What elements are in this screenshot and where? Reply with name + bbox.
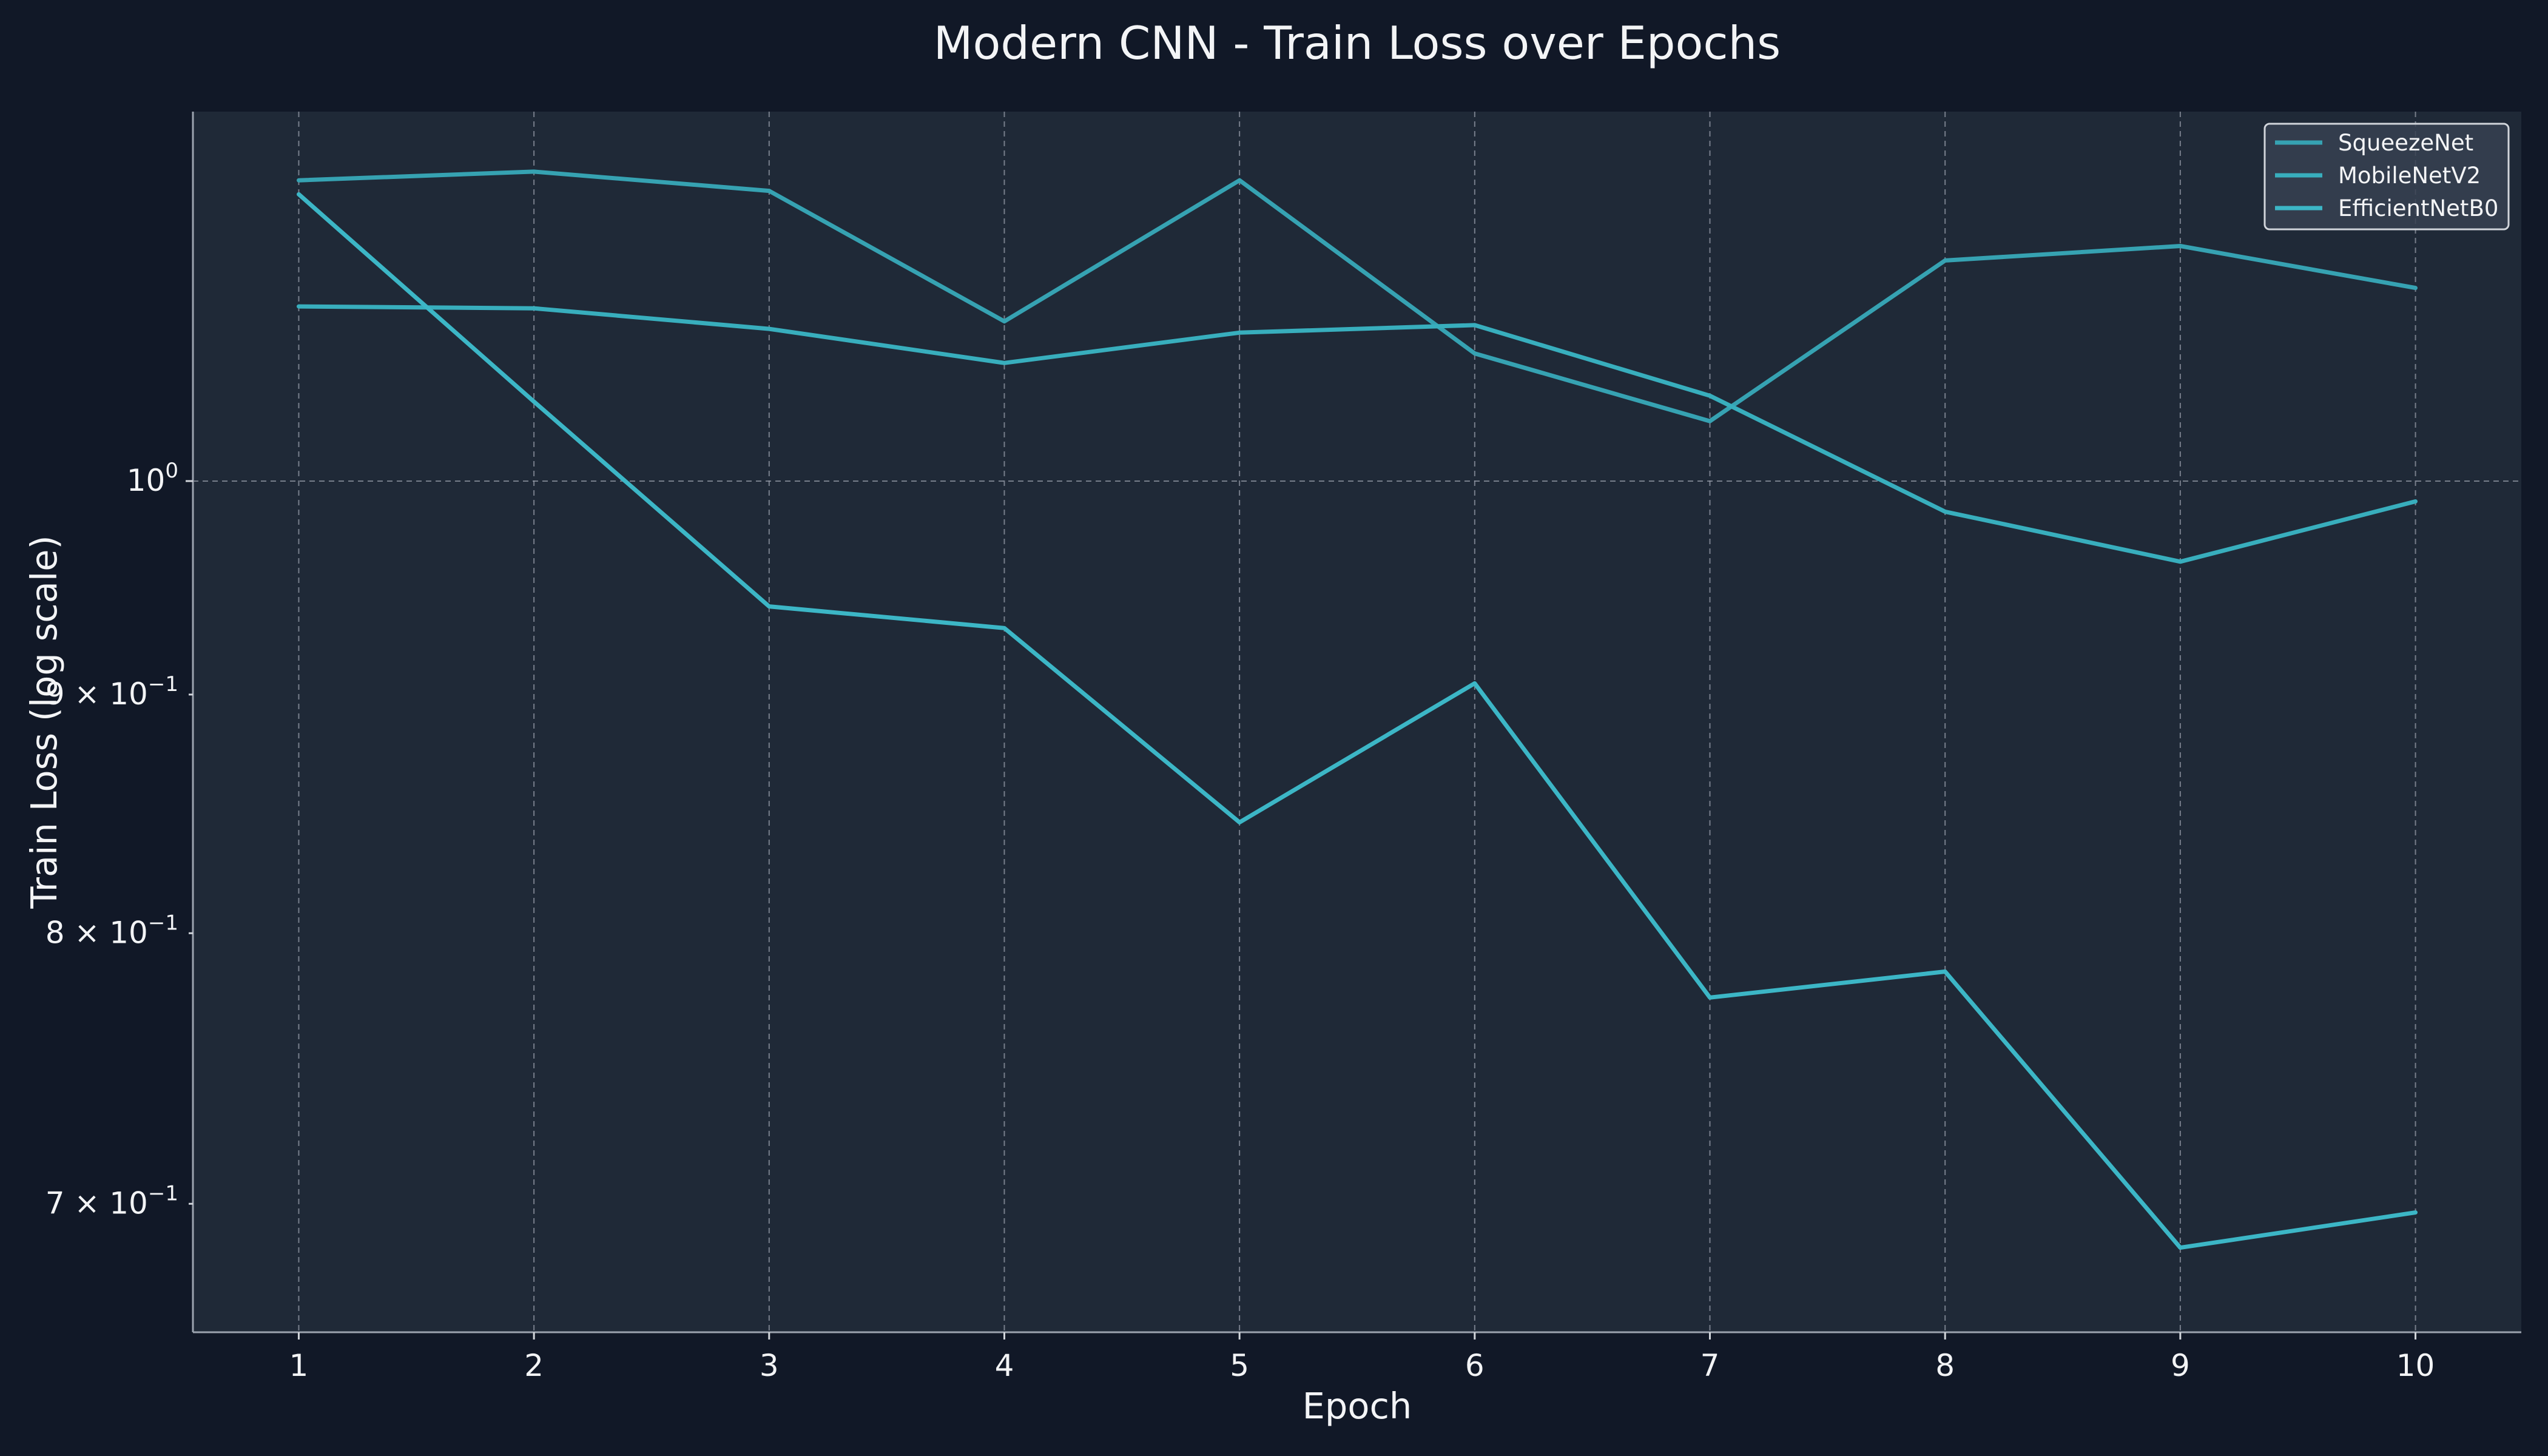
legend-box — [2263, 123, 2510, 231]
y-axis-label: Train Loss (log scale) — [23, 535, 65, 909]
x-tick-label: 4 — [995, 1348, 1014, 1383]
x-tick-label: 6 — [1465, 1348, 1485, 1383]
series-line-efficientnetb0 — [297, 192, 2418, 1250]
y-tick-label: 9 × 10−1 — [46, 672, 178, 712]
y-tick-exponent: −1 — [148, 911, 178, 935]
plot-area — [193, 112, 2521, 1332]
series-line-mobilenetv2 — [297, 304, 2418, 564]
legend-label: EfficientNetB0 — [2338, 195, 2498, 221]
x-tick-label: 3 — [760, 1348, 779, 1383]
x-tick-label: 8 — [1935, 1348, 1955, 1383]
series-lines — [297, 169, 2418, 1250]
y-tick-base: 9 × 10 — [46, 676, 148, 712]
x-tick-label: 7 — [1700, 1348, 1720, 1383]
x-axis-label: Epoch — [1303, 1385, 1412, 1427]
y-tick-exponent: −1 — [148, 1181, 178, 1205]
y-tick-label: 8 × 10−1 — [46, 911, 178, 950]
legend-label: SqueezeNet — [2338, 130, 2473, 156]
x-tick-label: 2 — [524, 1348, 544, 1383]
x-ticks: 1 2 3 4 5 6 7 8 9 10 — [289, 1332, 2435, 1383]
chart-title: Modern CNN - Train Loss over Epochs — [934, 16, 1781, 70]
legend: SqueezeNet MobileNetV2 EfficientNetB0 — [2263, 123, 2510, 231]
x-tick-label: 9 — [2171, 1348, 2190, 1383]
y-tick-label: 100 — [127, 459, 178, 498]
x-tick-label: 10 — [2396, 1348, 2435, 1383]
series-line-squeezenet — [297, 169, 2418, 423]
y-tick-base: 10 — [127, 463, 166, 498]
legend-label: MobileNetV2 — [2338, 163, 2481, 189]
x-tick-label: 5 — [1230, 1348, 1249, 1383]
y-tick-base: 8 × 10 — [46, 915, 148, 950]
y-tick-exponent: 0 — [165, 459, 178, 483]
y-tick-base: 7 × 10 — [46, 1185, 148, 1221]
x-tick-label: 1 — [289, 1348, 309, 1383]
y-tick-exponent: −1 — [148, 672, 178, 696]
y-tick-label: 7 × 10−1 — [46, 1181, 178, 1221]
